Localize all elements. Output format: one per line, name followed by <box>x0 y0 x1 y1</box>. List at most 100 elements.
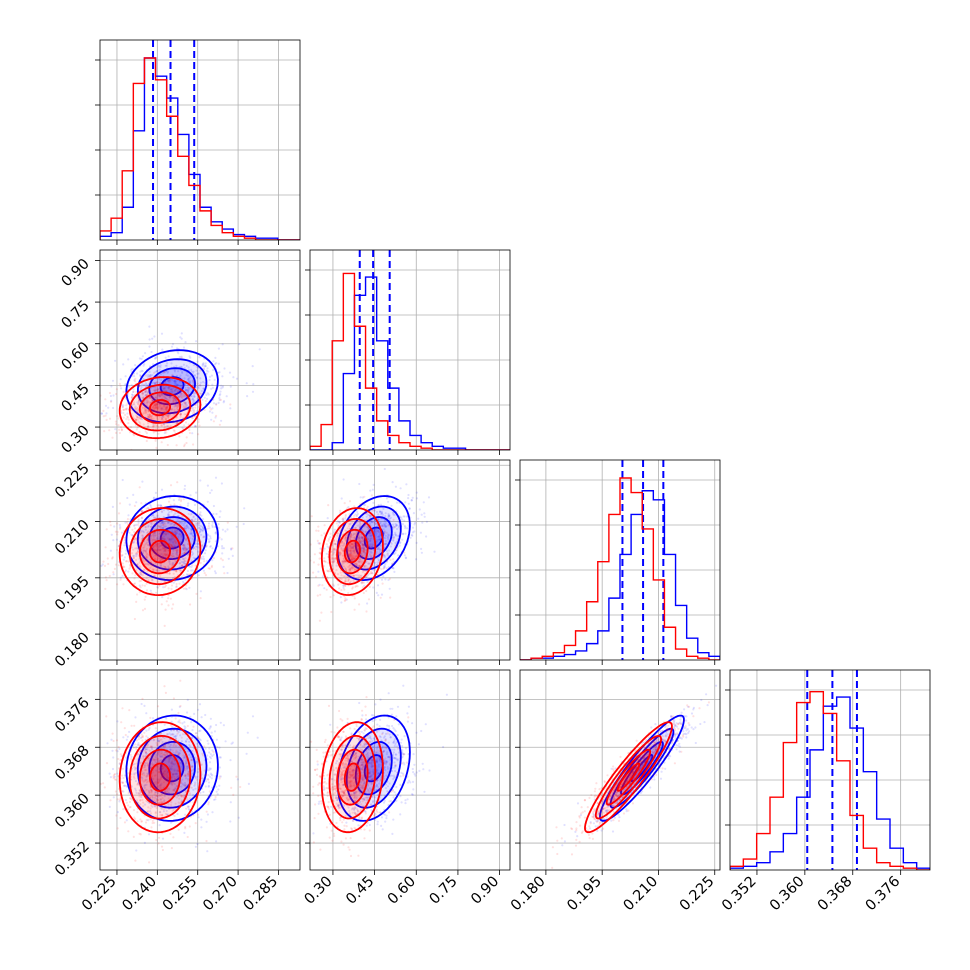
scatter-point <box>207 393 210 396</box>
scatter-point <box>186 386 189 389</box>
scatter-point <box>167 424 170 428</box>
scatter-point <box>198 521 201 524</box>
scatter-point <box>186 698 189 702</box>
scatter-point <box>165 407 168 410</box>
scatter-point <box>174 380 177 383</box>
scatter-point <box>159 544 162 548</box>
scatter-point <box>130 406 134 409</box>
scatter-point <box>374 534 377 537</box>
scatter-point <box>168 572 171 575</box>
scatter-point <box>163 521 166 524</box>
scatter-point <box>147 400 150 403</box>
scatter-point <box>128 503 131 506</box>
scatter-point <box>197 574 200 577</box>
scatter-point <box>173 531 177 534</box>
scatter-point <box>179 336 182 339</box>
scatter-point <box>178 395 181 398</box>
panel-frame <box>99 249 301 451</box>
scatter-point <box>141 355 144 358</box>
scatter-point <box>209 725 212 728</box>
scatter-point <box>398 544 401 547</box>
scatter-point <box>145 410 148 413</box>
scatter-point <box>141 454 143 456</box>
scatter-point <box>185 547 188 550</box>
scatter-point <box>342 584 345 587</box>
scatter-point <box>185 551 189 555</box>
scatter-point <box>183 562 186 565</box>
scatter-point <box>141 397 145 400</box>
scatter-point <box>184 401 187 405</box>
scatter-point <box>238 343 241 346</box>
scatter-point <box>136 593 139 596</box>
scatter-point <box>316 594 319 597</box>
scatter-point <box>114 563 118 566</box>
scatter-point <box>189 380 192 383</box>
scatter-point <box>175 570 178 573</box>
scatter-point <box>175 552 178 555</box>
scatter-point <box>173 405 176 408</box>
scatter-point <box>146 413 149 416</box>
scatter-point <box>319 593 322 596</box>
scatter-point <box>404 532 407 535</box>
scatter-point <box>407 493 410 497</box>
scatter-point <box>185 524 188 528</box>
scatter-point <box>197 816 200 819</box>
scatter-point <box>120 428 123 431</box>
scatter-point <box>192 400 195 403</box>
scatter-point <box>152 536 155 539</box>
scatter-point <box>366 513 369 516</box>
scatter-point <box>377 546 381 549</box>
scatter-point <box>120 426 123 429</box>
scatter-point <box>137 385 140 388</box>
scatter-point <box>156 403 159 406</box>
scatter-point <box>245 382 248 385</box>
scatter-point <box>314 575 318 578</box>
scatter-point <box>393 535 396 539</box>
scatter-point <box>158 393 161 396</box>
scatter-point <box>215 790 218 793</box>
scatter-point <box>175 364 178 367</box>
scatter-point <box>167 414 170 417</box>
scatter-point <box>173 390 176 393</box>
scatter-point <box>183 543 186 547</box>
scatter-point <box>195 522 198 525</box>
scatter-point <box>207 384 210 387</box>
scatter-point <box>230 547 233 550</box>
scatter-point <box>154 576 157 579</box>
scatter-point <box>170 708 173 711</box>
scatter-point <box>168 537 171 540</box>
scatter-point <box>173 380 176 383</box>
scatter-point <box>148 382 151 385</box>
scatter-point <box>167 379 170 382</box>
scatter-point <box>161 407 164 410</box>
scatter-point <box>135 418 138 421</box>
scatter-point <box>392 537 395 540</box>
scatter-point <box>218 394 221 397</box>
scatter-point <box>167 532 170 535</box>
scatter-point <box>383 525 386 528</box>
scatter-point <box>198 513 201 516</box>
scatter-point <box>218 398 221 402</box>
scatter-point <box>377 538 380 541</box>
scatter-point <box>179 415 182 418</box>
scatter-point <box>155 407 158 410</box>
scatter-point <box>157 521 160 524</box>
scatter-point <box>150 417 153 421</box>
scatter-point <box>135 428 138 431</box>
scatter-point <box>366 602 369 605</box>
scatter-point <box>152 398 155 401</box>
scatter-point <box>106 742 109 745</box>
scatter-point <box>384 578 387 581</box>
scatter-point <box>135 406 138 409</box>
scatter-point <box>171 343 175 346</box>
scatter-point <box>218 397 221 400</box>
scatter-point <box>151 717 155 720</box>
scatter-point <box>134 405 137 408</box>
scatter-point <box>395 534 398 537</box>
scatter-point <box>184 548 187 552</box>
scatter-point <box>139 531 142 534</box>
scatter-point <box>379 513 383 516</box>
scatter-point <box>149 561 153 564</box>
scatter-point <box>359 503 362 506</box>
scatter-point <box>208 795 211 798</box>
